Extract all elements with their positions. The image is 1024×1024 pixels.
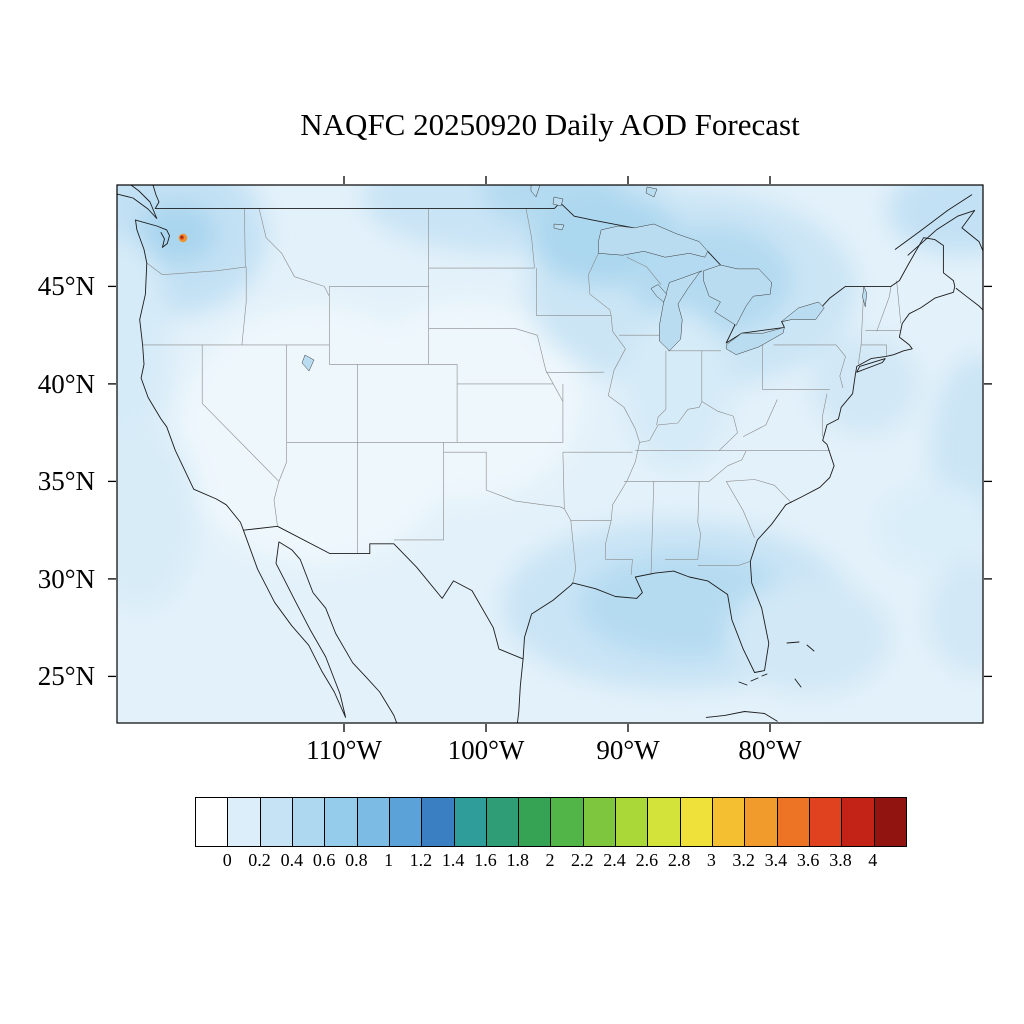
lat-tick-label: 40°N (37, 369, 95, 399)
colorbar-tick-label: 0 (222, 850, 232, 870)
colorbar-cell (357, 798, 390, 846)
colorbar-tick-labels: 0 0.2 0.4 0.6 0.8 1 1.2 1.4 1.6 1.8 2 2.2 2.4 2.6 2.8 3… (195, 849, 905, 875)
colorbar-tick-label: 3.4 (764, 850, 788, 870)
colorbar-tick-label: 0.6 (312, 850, 336, 870)
colorbar-cell (745, 798, 778, 846)
lon-tick-label: 90°W (596, 735, 660, 765)
colorbar-cell (680, 798, 713, 846)
colorbar-cell (325, 798, 358, 846)
colorbar-tick-label: 0.8 (345, 850, 368, 870)
colorbar-tick-label: 3.2 (732, 850, 755, 870)
colorbar-tick-label: 1 (384, 850, 394, 870)
colorbar-tick-label: 3.6 (796, 850, 820, 870)
colorbar (195, 797, 907, 847)
colorbar-cell (228, 798, 261, 846)
lakes (301, 185, 867, 372)
lat-tick-label: 25°N (37, 661, 95, 691)
colorbar-cell (648, 798, 681, 846)
colorbar-cell (777, 798, 810, 846)
aod-hotspot (178, 233, 188, 243)
colorbar-cell (389, 798, 423, 846)
colorbar-cell (874, 798, 906, 846)
colorbar-cell (196, 798, 229, 846)
figure-title: NAQFC 20250920 Daily AOD Forecast (300, 107, 800, 142)
lat-tick-label: 45°N (37, 271, 95, 301)
map-frame (116, 184, 984, 724)
colorbar-tick-label: 2 (545, 850, 555, 870)
colorbar-cell (486, 798, 520, 846)
colorbar-tick-label: 0.2 (248, 850, 271, 870)
lat-tick-label: 35°N (37, 466, 95, 496)
colorbar-tick-label: 1.4 (441, 850, 465, 870)
colorbar-tick-label: 4 (868, 850, 878, 870)
lon-tick-label: 110°W (306, 735, 382, 765)
colorbar-cell (292, 798, 326, 846)
lon-tick-label: 100°W (447, 735, 525, 765)
colorbar-cell (616, 798, 649, 846)
lon-tick-label: 80°W (738, 735, 802, 765)
colorbar-tick-label: 3.8 (829, 850, 852, 870)
colorbar-cell (422, 798, 455, 846)
state-borders (142, 208, 902, 583)
colorbar-tick-label: 2.6 (635, 850, 659, 870)
colorbar-tick-label: 1.6 (474, 850, 497, 870)
colorbar-tick-label: 0.4 (280, 850, 304, 870)
lat-tick-label: 30°N (37, 564, 95, 594)
colorbar-tick-label: 2.4 (603, 850, 626, 870)
colorbar-cell (809, 798, 843, 846)
colorbar-tick-label: 3 (706, 850, 716, 870)
colorbar-cell (260, 798, 293, 846)
axis-ticks (108, 176, 992, 732)
colorbar-cell (842, 798, 875, 846)
colorbar-tick-label: 1.2 (409, 850, 433, 870)
colorbar-cell (519, 798, 552, 846)
colorbar-cell (551, 798, 584, 846)
colorbar-tick-label: 1.8 (506, 850, 529, 870)
colorbar-tick-label: 2.8 (667, 850, 691, 870)
colorbar-tick-label: 2.2 (571, 850, 594, 870)
colorbar-cell (583, 798, 617, 846)
colorbar-cell (454, 798, 487, 846)
colorbar-cell (713, 798, 746, 846)
